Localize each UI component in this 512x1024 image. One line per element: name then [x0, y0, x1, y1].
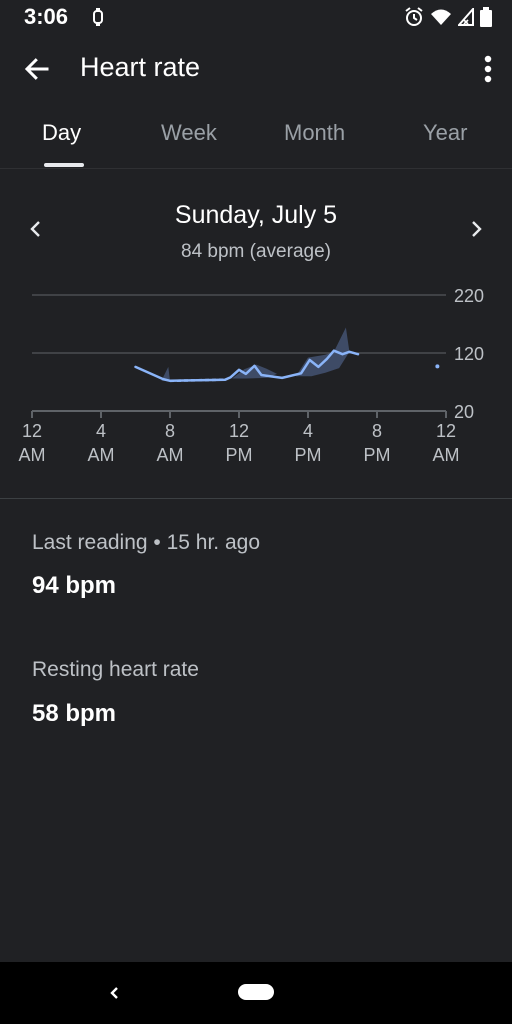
tab-month[interactable]: Month — [284, 120, 346, 145]
tab-week[interactable]: Week — [161, 120, 217, 145]
x-tick-label: AM — [88, 445, 115, 465]
x-tick-label: 8 — [372, 421, 382, 441]
app-bar: Heart rate — [0, 40, 512, 96]
heart-rate-line — [134, 349, 360, 383]
status-time: 3:06 — [24, 4, 69, 29]
y-tick-label: 220 — [454, 286, 484, 306]
x-tick-label: 12 — [229, 421, 249, 441]
x-tick-label: PM — [295, 445, 322, 465]
tab-indicator — [44, 163, 84, 167]
nav-back-icon[interactable] — [106, 982, 122, 1004]
x-tick-label: AM — [157, 445, 184, 465]
system-nav-bar — [0, 962, 512, 1024]
x-tick-label: PM — [364, 445, 391, 465]
home-pill[interactable] — [238, 984, 274, 1000]
resting-heart-rate-label: Resting heart rate — [32, 658, 199, 681]
last-reading-label: Last reading • 15 hr. ago — [32, 531, 261, 554]
chevron-left-icon[interactable] — [26, 219, 46, 239]
signal-icon — [458, 8, 474, 26]
divider — [0, 498, 512, 499]
tab-year[interactable]: Year — [423, 120, 468, 145]
range-band — [161, 366, 170, 381]
x-tick-label: 12 — [22, 421, 42, 441]
back-arrow-icon[interactable] — [22, 54, 52, 84]
x-tick-label: 4 — [96, 421, 106, 441]
tab-day[interactable]: Day — [42, 120, 82, 145]
page-title: Heart rate — [80, 52, 201, 82]
selected-date: Sunday, July 5 — [174, 201, 338, 229]
y-tick-label: 120 — [454, 344, 484, 364]
watch-icon — [93, 8, 103, 26]
status-icons — [404, 7, 492, 27]
average-bpm: 84 bpm (average) — [181, 241, 331, 262]
x-tick-label: 8 — [165, 421, 175, 441]
range-band — [295, 327, 350, 377]
x-tick-label: PM — [226, 445, 253, 465]
date-navigator: Sunday, July 5 84 bpm (average) — [0, 195, 512, 275]
chevron-right-icon[interactable] — [466, 219, 486, 239]
more-options-icon[interactable] — [482, 54, 494, 84]
period-tabs: Day Week Month Year — [0, 110, 512, 169]
status-bar: 3:06 — [0, 0, 512, 36]
resting-heart-rate-value: 58 bpm — [32, 700, 117, 727]
y-tick-label: 20 — [454, 402, 474, 422]
wifi-icon — [431, 9, 451, 25]
battery-icon — [480, 7, 492, 27]
last-reading-value: 94 bpm — [32, 572, 117, 599]
x-tick-label: AM — [19, 445, 46, 465]
x-tick-label: AM — [433, 445, 460, 465]
x-tick-label: 4 — [303, 421, 313, 441]
x-tick-label: 12 — [436, 421, 456, 441]
alarm-icon — [405, 7, 423, 26]
data-point — [435, 364, 440, 369]
